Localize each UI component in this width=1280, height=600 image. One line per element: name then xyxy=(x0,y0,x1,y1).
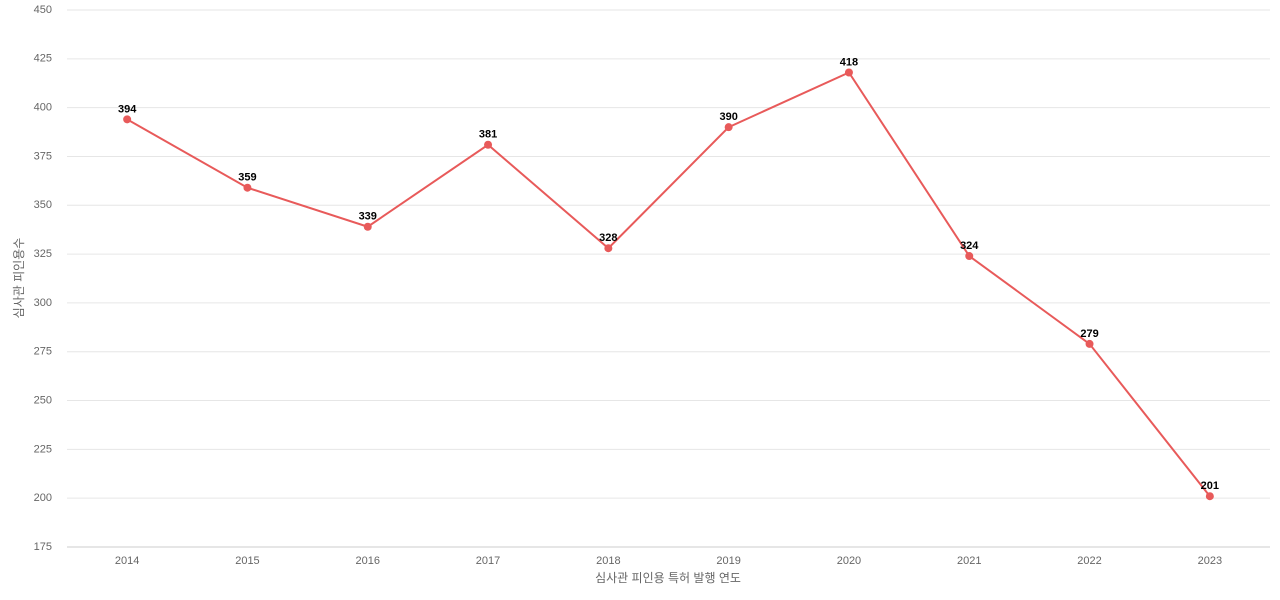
y-tick-label: 325 xyxy=(34,248,52,260)
point xyxy=(1085,339,1094,348)
value-label: 324 xyxy=(960,240,979,252)
value-label: 418 xyxy=(840,56,858,68)
x-tick-label: 2017 xyxy=(476,555,500,567)
x-tick-label: 2020 xyxy=(837,555,861,567)
line xyxy=(126,71,1211,497)
point xyxy=(484,140,493,149)
x-tick-label: 2015 xyxy=(235,555,259,567)
y-tick-label: 300 xyxy=(34,297,52,309)
x-tick-label: 2021 xyxy=(957,555,981,567)
x-tick-label: 2019 xyxy=(716,555,740,567)
y-tick-label: 350 xyxy=(34,199,52,211)
point xyxy=(844,68,853,77)
y-axis-label: 심사관 피인용수 xyxy=(12,238,26,319)
y-tick-label: 275 xyxy=(34,346,52,358)
point xyxy=(363,222,372,231)
y-tick-label: 450 xyxy=(34,4,52,16)
value-label: 328 xyxy=(599,232,617,244)
y-tick-label: 375 xyxy=(34,150,52,162)
point xyxy=(604,244,613,253)
x-tick-label: 2016 xyxy=(356,555,380,567)
y-tick-label: 175 xyxy=(34,541,52,553)
point xyxy=(123,115,132,124)
value-label: 359 xyxy=(238,172,256,184)
x-tick-label: 2014 xyxy=(115,555,139,567)
y-tick-label: 200 xyxy=(34,492,52,504)
x-tick-label: 2023 xyxy=(1198,555,1222,567)
point xyxy=(243,183,252,192)
value-label: 339 xyxy=(359,211,377,223)
value-label: 381 xyxy=(479,129,497,141)
value-label: 394 xyxy=(118,103,137,115)
x-tick-label: 2018 xyxy=(596,555,620,567)
x-tick-label: 2022 xyxy=(1077,555,1101,567)
y-tick-label: 250 xyxy=(34,394,52,406)
point xyxy=(1205,492,1214,501)
value-label: 390 xyxy=(719,111,737,123)
point xyxy=(965,252,974,261)
y-tick-label: 425 xyxy=(34,53,52,65)
y-tick-label: 400 xyxy=(34,102,52,114)
value-label: 201 xyxy=(1201,480,1219,492)
point xyxy=(724,123,733,132)
y-tick-label: 225 xyxy=(34,443,52,455)
x-axis-label: 심사관 피인용 특허 발행 연도 xyxy=(595,570,741,585)
value-label: 279 xyxy=(1080,328,1098,340)
